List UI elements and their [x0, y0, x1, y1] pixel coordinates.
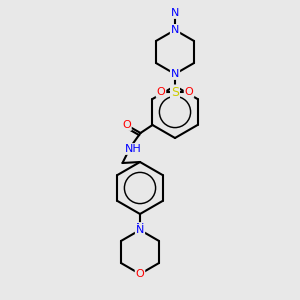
Text: N: N — [171, 25, 179, 35]
Text: N: N — [171, 25, 179, 35]
Text: N: N — [136, 225, 144, 235]
Text: O: O — [157, 87, 165, 97]
Text: O: O — [122, 120, 131, 130]
Text: N: N — [136, 223, 144, 233]
Text: N: N — [171, 8, 179, 18]
Text: N: N — [171, 69, 179, 79]
Text: O: O — [184, 87, 194, 97]
Text: NH: NH — [125, 144, 142, 154]
Text: O: O — [136, 269, 144, 279]
Text: S: S — [171, 85, 179, 98]
